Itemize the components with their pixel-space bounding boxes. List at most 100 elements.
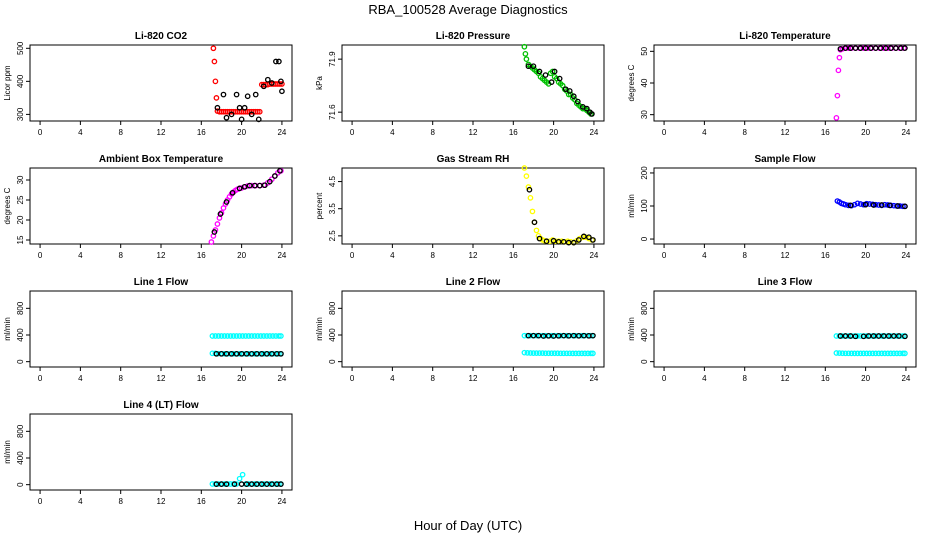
x-tick-label: 12 [781, 374, 790, 383]
series-2 [521, 349, 596, 357]
data-point [560, 238, 567, 245]
data-point [224, 333, 231, 339]
data-point [221, 333, 228, 339]
data-point [875, 350, 882, 357]
data-point [527, 350, 534, 356]
data-point [523, 173, 530, 179]
data-point [842, 333, 849, 339]
y-tick-label: 30 [16, 175, 25, 184]
panel-8: Line 2 Flow 0 4 8 12 16 20 24 0 400 800 ml/min [315, 277, 605, 383]
data-point [239, 333, 246, 339]
data-point [270, 333, 276, 339]
data-point [233, 350, 240, 357]
series-2 [833, 350, 908, 357]
x-tick-label: 16 [197, 374, 206, 383]
data-point [221, 481, 228, 487]
data-point [878, 350, 885, 357]
data-point [248, 333, 255, 339]
data-point [851, 350, 858, 357]
data-point [256, 182, 263, 189]
y-axis-label: kPa [315, 76, 324, 90]
y-tick-label: 400 [16, 74, 25, 88]
x-tick-label: 12 [781, 128, 790, 137]
x-tick-label: 16 [509, 251, 518, 260]
data-point [245, 350, 252, 357]
series-2 [213, 481, 284, 487]
x-tick-label: 4 [390, 374, 395, 383]
data-point [530, 350, 537, 356]
x-tick-label: 16 [197, 128, 206, 137]
y-tick-label: 25 [16, 195, 25, 204]
x-tick-label: 8 [118, 374, 123, 383]
data-point [527, 195, 534, 201]
y-tick-label: 30 [640, 110, 649, 119]
data-point [227, 333, 234, 339]
panel-title: Li-820 CO2 [135, 31, 188, 42]
x-tick-label: 24 [277, 497, 286, 506]
y-tick-label: 0 [328, 359, 337, 364]
data-point [902, 350, 908, 357]
y-axis-label: percent [315, 192, 324, 219]
data-point [900, 203, 906, 210]
x-tick-label: 4 [390, 251, 395, 260]
panel-title: Li-820 Temperature [739, 31, 831, 42]
x-tick-label: 0 [38, 251, 43, 260]
data-point [533, 350, 540, 356]
y-tick-label: 400 [16, 451, 25, 465]
panel-4: Ambient Box Temperature 0 4 8 12 16 20 24 15 20 25… [3, 154, 293, 260]
y-tick-label: 400 [640, 328, 649, 342]
data-point [588, 350, 594, 357]
data-point [902, 203, 908, 210]
data-point [586, 234, 592, 241]
data-point [211, 229, 218, 235]
data-point [872, 350, 879, 357]
x-tick-label: 24 [901, 374, 910, 383]
panel-7: Line 1 Flow 0 4 8 12 16 20 24 0 400 800 ml/min [3, 277, 293, 383]
data-point [278, 78, 284, 85]
data-point [590, 237, 596, 243]
data-point [886, 202, 893, 209]
y-tick-label: 15 [16, 235, 25, 244]
data-point [260, 481, 267, 487]
data-point [272, 173, 278, 179]
data-point [214, 221, 221, 227]
x-tick-label: 20 [549, 251, 558, 260]
data-point [257, 333, 264, 339]
series-2 [837, 45, 908, 52]
data-point [556, 75, 563, 82]
data-point [211, 58, 218, 65]
panel-title: Line 2 Flow [446, 277, 501, 288]
data-point [212, 333, 219, 339]
data-point [522, 50, 529, 57]
data-point [835, 67, 842, 74]
data-point [218, 333, 225, 339]
x-tick-label: 16 [197, 251, 206, 260]
data-point [214, 104, 221, 111]
data-point [836, 54, 843, 61]
data-point [833, 350, 840, 356]
data-point [536, 68, 543, 75]
panel-5: Gas Stream RH 0 4 8 12 16 20 24 2.5 3.5 4.5 percent [315, 154, 605, 260]
x-tick-label: 0 [662, 251, 667, 260]
data-point [847, 202, 854, 209]
x-tick-label: 16 [509, 374, 518, 383]
series-1 [210, 45, 285, 115]
y-axis-label: degrees C [3, 187, 12, 224]
x-tick-label: 24 [901, 128, 910, 137]
y-tick-label: 100 [640, 199, 649, 213]
series-2 [211, 167, 283, 235]
data-point [860, 201, 867, 208]
data-point [589, 111, 595, 117]
x-tick-label: 0 [662, 128, 667, 137]
x-tick-label: 12 [157, 251, 166, 260]
data-point [278, 350, 284, 357]
data-point [566, 350, 573, 357]
data-point [563, 350, 570, 357]
data-point [220, 91, 227, 98]
data-point [866, 350, 873, 357]
data-point [569, 350, 576, 357]
data-point [890, 333, 897, 339]
data-point [575, 237, 582, 243]
data-point [223, 481, 230, 487]
